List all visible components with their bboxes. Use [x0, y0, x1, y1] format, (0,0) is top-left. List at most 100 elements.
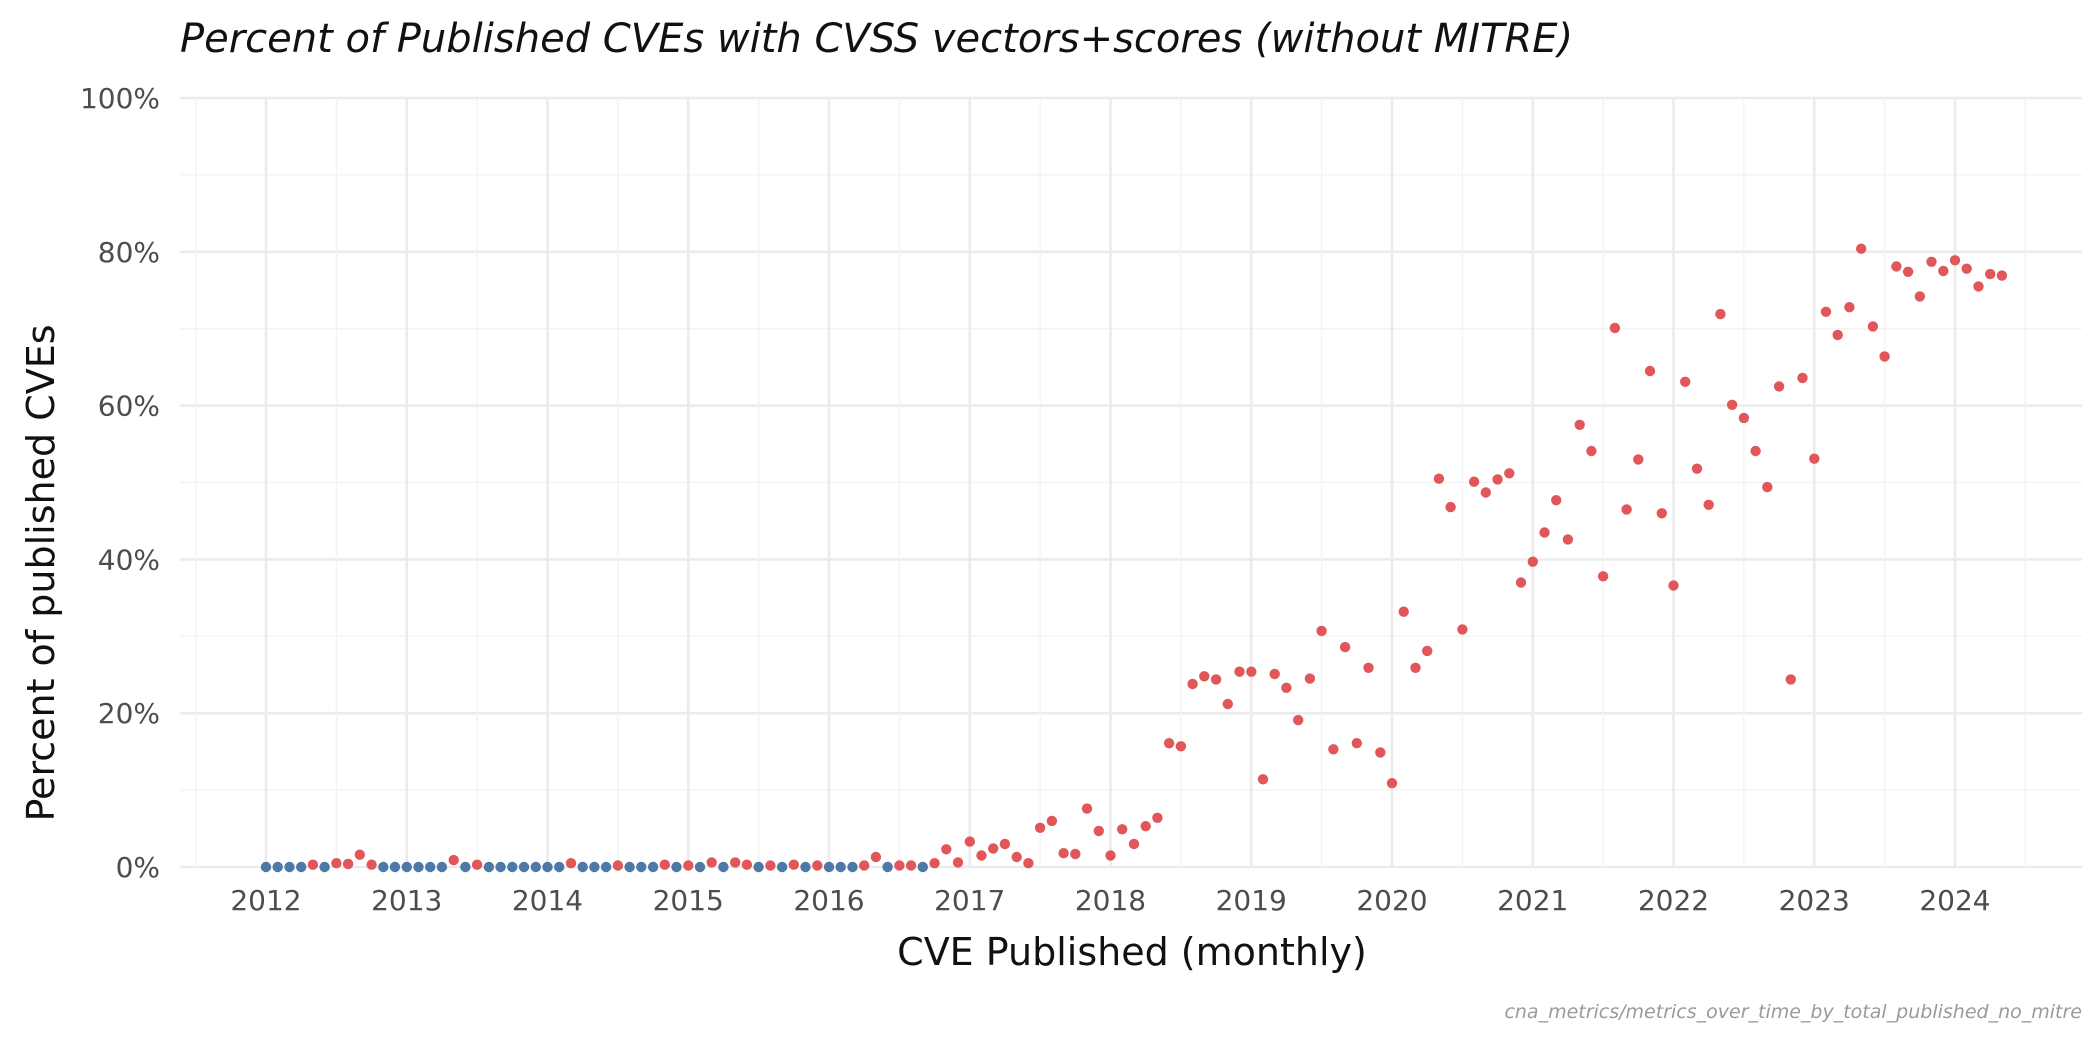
data-point [565, 858, 577, 869]
y-axis-title: Percent of published CVEs [19, 324, 63, 821]
data-point [1492, 474, 1503, 485]
data-point [331, 858, 342, 869]
data-point [1879, 351, 1890, 362]
data-point [859, 860, 870, 871]
data-point [835, 861, 846, 873]
data-point [1539, 527, 1550, 538]
data-point [1961, 263, 1972, 274]
data-point [1891, 261, 1902, 272]
data-point [1691, 463, 1703, 474]
y-tick-label: 0% [116, 851, 160, 884]
data-point [1058, 848, 1069, 859]
data-point [776, 861, 788, 873]
data-point [1586, 445, 1597, 457]
data-point [800, 861, 811, 873]
x-axis-title: CVE Published (monthly) [897, 930, 1367, 974]
data-point [741, 859, 753, 870]
x-axis: 2012 2013 2014 2015 2016 2017 2018 2019 2020 2021… [230, 884, 1990, 917]
data-point [1222, 698, 1234, 710]
data-point [1105, 850, 1116, 861]
data-point [1656, 508, 1668, 519]
data-point [1832, 329, 1843, 341]
data-point [847, 861, 858, 873]
data-point [1574, 419, 1585, 430]
data-point [272, 861, 283, 873]
data-point [589, 861, 600, 873]
data-point [1985, 268, 1996, 280]
data-point [1926, 256, 1937, 267]
data-point [1351, 738, 1363, 749]
y-tick-label: 60% [98, 390, 160, 423]
x-tick-label: 2023 [1779, 884, 1850, 917]
data-point [917, 861, 928, 873]
data-point [1281, 682, 1292, 693]
data-point [1726, 399, 1738, 410]
data-point [929, 858, 940, 869]
x-tick-label: 2015 [653, 884, 724, 917]
data-point [296, 861, 307, 873]
data-point [1269, 668, 1280, 680]
x-tick-label: 2024 [1919, 884, 1990, 917]
data-point [260, 861, 272, 873]
data-point [530, 861, 541, 873]
data-point [1551, 495, 1562, 506]
data-point [1034, 822, 1046, 833]
data-point [471, 859, 483, 870]
data-point [1797, 372, 1808, 384]
data-point [1246, 666, 1257, 677]
data-point [1867, 321, 1879, 332]
data-point [554, 861, 565, 873]
data-point [1527, 556, 1539, 567]
data-point [1856, 243, 1867, 254]
x-tick-label: 2014 [512, 884, 583, 917]
data-point [460, 861, 471, 873]
data-point [659, 859, 670, 870]
data-point [730, 857, 741, 868]
data-point [870, 851, 882, 863]
chart-title: Percent of Published CVEs with CVSS vect… [180, 16, 1573, 62]
data-point [612, 860, 624, 871]
data-point [1210, 674, 1222, 685]
data-point [683, 860, 694, 871]
data-point [354, 849, 365, 860]
data-point [1633, 454, 1644, 465]
data-point [1949, 255, 1961, 266]
data-point [894, 860, 905, 871]
data-point [1199, 671, 1210, 682]
caption: cna_metrics/metrics_over_time_by_total_p… [1504, 1001, 2082, 1023]
data-point [307, 859, 319, 870]
data-point [1304, 673, 1316, 684]
data-point [905, 860, 917, 871]
data-point [1422, 645, 1433, 657]
data-point [1621, 504, 1632, 515]
data-point [952, 857, 964, 868]
data-point [1363, 662, 1374, 673]
data-point [753, 861, 764, 873]
data-point [1914, 291, 1926, 302]
data-point [718, 861, 729, 873]
data-point [542, 861, 553, 873]
data-point [706, 857, 717, 868]
data-point [1375, 747, 1386, 758]
data-point [823, 861, 835, 873]
data-point [671, 861, 682, 873]
data-point [1644, 365, 1656, 377]
x-tick-label: 2018 [1075, 884, 1146, 917]
data-point [882, 861, 893, 873]
data-point [1515, 577, 1527, 588]
data-point [1902, 266, 1914, 277]
data-point [1433, 473, 1445, 484]
data-point [1809, 453, 1820, 464]
data-point [812, 860, 823, 871]
data-point [600, 861, 612, 873]
x-tick-label: 2021 [1497, 884, 1568, 917]
data-point [941, 844, 952, 855]
y-tick-label: 40% [98, 543, 160, 576]
data-point [436, 861, 448, 873]
data-point [1316, 625, 1327, 637]
data-point [1152, 812, 1163, 823]
x-tick-label: 2020 [1356, 884, 1427, 917]
data-point [1996, 270, 2008, 281]
data-point [1339, 641, 1351, 653]
